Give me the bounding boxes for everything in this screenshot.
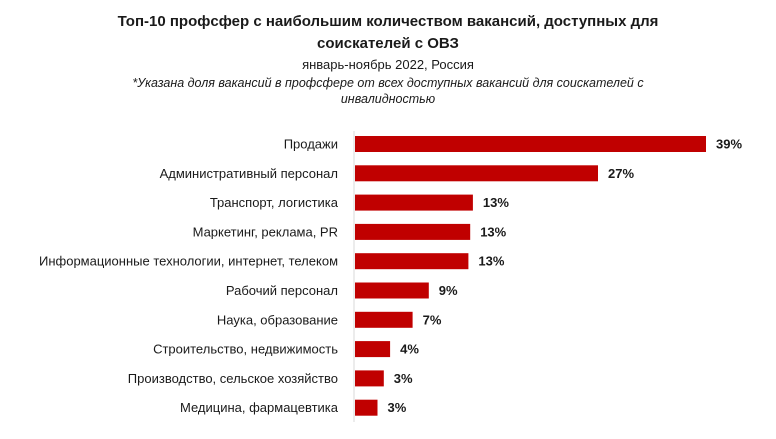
category-label: Информационные технологии, интернет, тел… bbox=[39, 254, 338, 269]
value-label: 3% bbox=[394, 371, 413, 386]
bar bbox=[355, 341, 391, 358]
bar bbox=[355, 282, 429, 299]
category-label: Строительство, недвижимость bbox=[153, 342, 338, 357]
value-label: 3% bbox=[388, 400, 407, 415]
bar bbox=[355, 165, 598, 182]
category-label: Рабочий персонал bbox=[226, 283, 338, 298]
category-label: Административный персонал bbox=[160, 166, 338, 181]
bar bbox=[355, 311, 413, 328]
value-label: 13% bbox=[478, 254, 504, 269]
value-label: 13% bbox=[483, 195, 509, 210]
bar bbox=[355, 399, 378, 416]
bar bbox=[355, 253, 469, 270]
chart-title-line-2: соискателей с ОВЗ bbox=[317, 35, 459, 52]
category-label: Продажи bbox=[284, 137, 338, 152]
category-label: Наука, образование bbox=[217, 312, 338, 327]
category-label: Транспорт, логистика bbox=[210, 195, 339, 210]
chart-note: *Указана доля вакансий в профсфере от вс… bbox=[132, 76, 644, 106]
chart-title: Топ-10 профсфер с наибольшим количеством… bbox=[0, 11, 776, 55]
chart-title-line-1: Топ-10 профсфер с наибольшим количеством… bbox=[117, 13, 659, 30]
value-label: 4% bbox=[400, 342, 419, 357]
bar bbox=[355, 223, 471, 240]
bar bbox=[355, 370, 384, 387]
value-label: 7% bbox=[423, 312, 442, 327]
value-label: 27% bbox=[608, 166, 634, 181]
bar bbox=[355, 136, 706, 152]
chart-subtitle: январь-ноябрь 2022, Россия bbox=[302, 57, 474, 72]
value-label: 9% bbox=[439, 283, 458, 298]
category-label: Медицина, фармацевтика bbox=[180, 400, 339, 415]
value-label: 13% bbox=[480, 224, 506, 239]
category-label: Производство, сельское хозяйство bbox=[128, 371, 338, 386]
category-label: Маркетинг, реклама, PR bbox=[193, 224, 338, 239]
bar bbox=[355, 194, 473, 211]
value-label: 39% bbox=[716, 137, 742, 152]
